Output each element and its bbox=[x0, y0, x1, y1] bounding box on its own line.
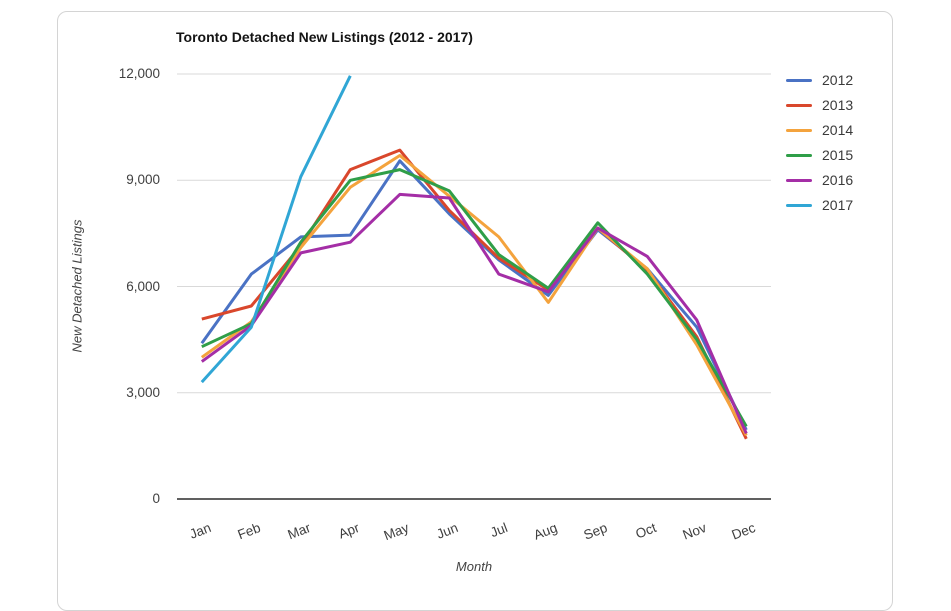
legend-label: 2014 bbox=[822, 122, 854, 138]
legend-item-2016: 2016 bbox=[786, 172, 853, 188]
chart-card bbox=[57, 11, 893, 611]
legend-swatch bbox=[786, 203, 812, 207]
y-tick-label: 9,000 bbox=[126, 172, 160, 188]
legend-swatch bbox=[786, 128, 812, 132]
y-tick-label: 0 bbox=[152, 491, 160, 506]
chart-title: Toronto Detached New Listings (2012 - 20… bbox=[176, 29, 473, 45]
legend-label: 2013 bbox=[822, 97, 854, 113]
legend-swatch bbox=[786, 78, 812, 82]
series-line-2014[interactable] bbox=[200, 154, 748, 437]
legend-swatch bbox=[786, 178, 812, 182]
series-line-2016[interactable] bbox=[200, 192, 748, 435]
legend-label: 2017 bbox=[822, 197, 854, 213]
legend-item-2014: 2014 bbox=[786, 122, 853, 138]
legend-swatch bbox=[786, 103, 812, 107]
legend-item-2012: 2012 bbox=[786, 72, 853, 88]
legend-label: 2015 bbox=[822, 147, 854, 163]
y-tick-label: 6,000 bbox=[126, 278, 160, 294]
legend: 2012 2013 2014 2015 2016 2017 bbox=[786, 72, 853, 222]
chart-plot-area[interactable] bbox=[0, 0, 951, 588]
legend-item-2017: 2017 bbox=[786, 197, 853, 213]
legend-label: 2016 bbox=[822, 172, 854, 188]
legend-item-2013: 2013 bbox=[786, 97, 853, 113]
legend-label: 2012 bbox=[822, 72, 854, 88]
series-line-2017[interactable] bbox=[200, 75, 352, 384]
legend-item-2015: 2015 bbox=[786, 147, 853, 163]
legend-swatch bbox=[786, 153, 812, 157]
y-tick-label: 3,000 bbox=[126, 384, 160, 400]
series-line-2015[interactable] bbox=[201, 168, 748, 428]
x-axis-title: Month bbox=[455, 559, 493, 574]
y-tick-label: 12,000 bbox=[118, 66, 160, 81]
